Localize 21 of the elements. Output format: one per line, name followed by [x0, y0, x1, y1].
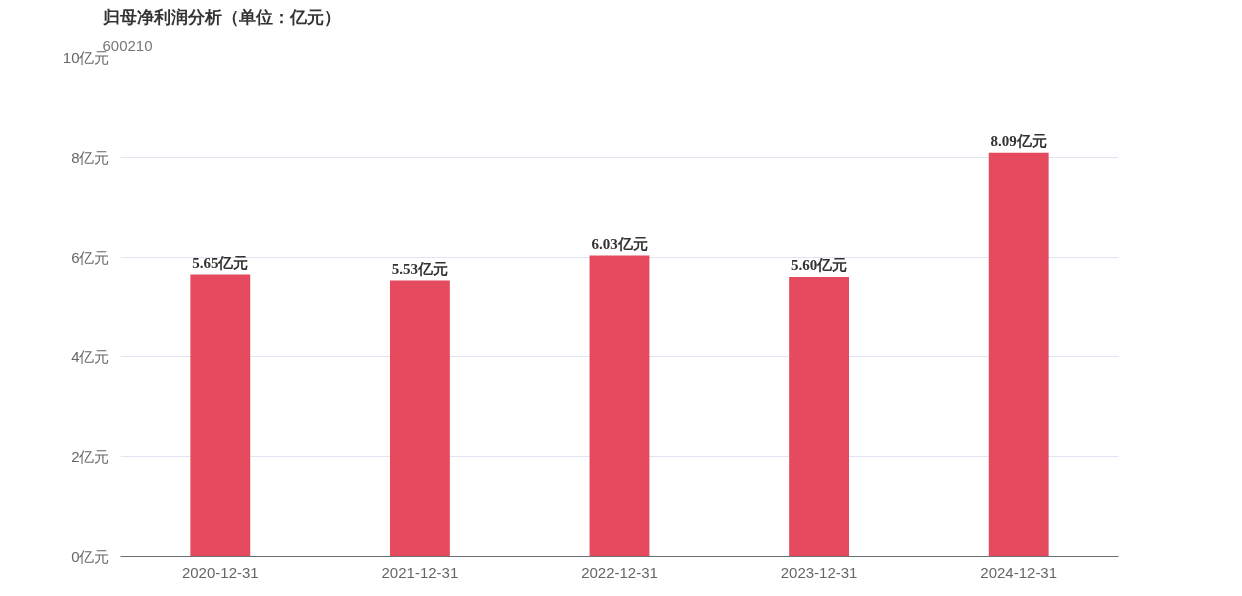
bar	[389, 280, 450, 557]
data-label: 5.60亿元	[790, 257, 848, 274]
x-tick-label: 2022-12-31	[581, 563, 658, 581]
x-tick-label: 2021-12-31	[381, 563, 459, 581]
y-tick-label: 2亿元	[71, 448, 110, 466]
y-tick-label: 4亿元	[71, 348, 110, 366]
x-tick-label: 2020-12-31	[181, 563, 259, 581]
bar	[589, 255, 650, 557]
chart-title: 归母净利润分析（单位：亿元）	[101, 7, 341, 27]
data-label: 5.53亿元	[391, 260, 449, 277]
data-label: 6.03亿元	[591, 235, 648, 252]
data-label: 8.09亿元	[990, 132, 1047, 149]
y-tick-label: 8亿元	[71, 148, 110, 166]
bar	[988, 152, 1049, 557]
y-tick-label: 6亿元	[71, 248, 110, 266]
y-tick-label: 0亿元	[71, 548, 110, 565]
x-tick-label: 2023-12-31	[780, 563, 858, 581]
bar	[789, 277, 850, 557]
x-tick-label: 2024-12-31	[980, 563, 1058, 581]
bar	[190, 274, 251, 557]
data-label: 5.65亿元	[192, 254, 249, 271]
